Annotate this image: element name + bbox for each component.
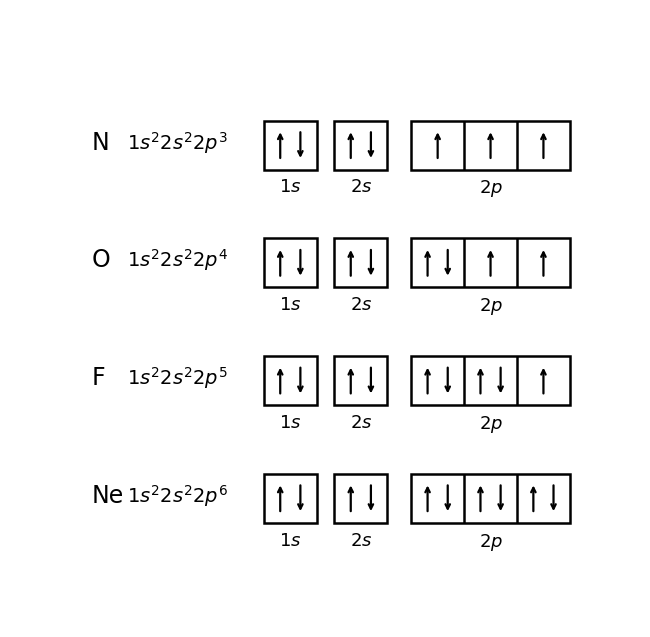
Bar [264,238,317,287]
Text: $2p$: $2p$ [478,532,502,553]
Text: $2s$: $2s$ [350,178,372,196]
Bar [411,356,570,405]
Bar [411,238,570,287]
Text: $2p$: $2p$ [478,178,502,199]
Text: $1s^2$$2s^2$$2p^4$: $1s^2$$2s^2$$2p^4$ [127,247,228,273]
Text: $2p$: $2p$ [478,414,502,435]
Bar [264,120,317,169]
Text: $1s^2$$2s^2$$2p^6$: $1s^2$$2s^2$$2p^6$ [127,483,228,509]
Text: F: F [91,366,105,390]
Text: $1s$: $1s$ [279,178,302,196]
Bar [264,474,317,523]
Text: N: N [91,131,109,155]
Text: $1s$: $1s$ [279,296,302,314]
Text: $2s$: $2s$ [350,532,372,550]
Bar [264,356,317,405]
Text: $2s$: $2s$ [350,414,372,432]
Text: $1s^2$$2s^2$$2p^5$: $1s^2$$2s^2$$2p^5$ [127,365,227,391]
Text: Ne: Ne [91,484,124,508]
Text: $1s$: $1s$ [279,414,302,432]
Text: $2p$: $2p$ [478,296,502,317]
Text: $1s$: $1s$ [279,532,302,550]
Bar [334,474,387,523]
Bar [334,238,387,287]
Bar [334,356,387,405]
Bar [334,120,387,169]
Text: O: O [91,248,110,273]
Bar [411,474,570,523]
Bar [411,120,570,169]
Text: $1s^2$$2s^2$$2p^3$: $1s^2$$2s^2$$2p^3$ [127,130,228,155]
Text: $2s$: $2s$ [350,296,372,314]
